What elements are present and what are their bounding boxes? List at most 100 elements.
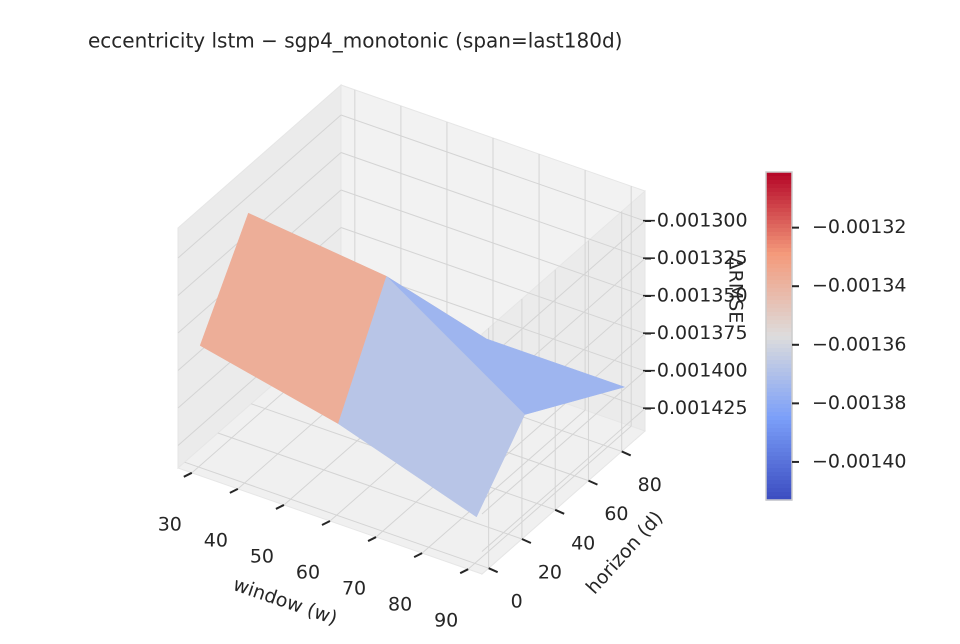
colorbar-cell — [766, 344, 792, 349]
colorbar-cell — [766, 208, 792, 213]
y-tick — [521, 538, 532, 544]
colorbar-cell — [766, 292, 792, 297]
colorbar-cell — [766, 224, 792, 229]
colorbar-cell — [766, 488, 792, 493]
grid-line — [340, 114, 646, 222]
colorbar-cell — [766, 256, 792, 261]
colorbar-cell — [766, 260, 792, 265]
grid-line — [481, 220, 646, 365]
colorbar-cell — [766, 392, 792, 397]
colorbar-cell — [766, 380, 792, 385]
colorbar-cell — [766, 236, 792, 241]
grid-line — [421, 409, 586, 554]
colorbar-cell — [766, 252, 792, 257]
colorbar-cell — [766, 188, 792, 193]
colorbar-cell — [766, 352, 792, 357]
colorbar-tick-label: −0.00134 — [812, 275, 907, 297]
colorbar-cell — [766, 452, 792, 457]
y-tick — [554, 508, 565, 515]
colorbar-cell — [766, 340, 792, 345]
colorbar-cell — [766, 424, 792, 429]
colorbar-cell — [766, 456, 792, 461]
colorbar-cell — [766, 244, 792, 249]
y-tick-label: 60 — [604, 503, 628, 525]
colorbar-cell — [766, 472, 792, 477]
x-tick — [183, 471, 193, 478]
colorbar-cell — [766, 336, 792, 341]
colorbar-cell — [766, 272, 792, 277]
colorbar-cell — [766, 204, 792, 209]
colorbar-cell — [766, 348, 792, 353]
colorbar-cell — [766, 184, 792, 189]
x-tick — [229, 487, 239, 494]
colorbar-cell — [766, 444, 792, 449]
colorbar-cell — [766, 460, 792, 465]
colorbar-cell — [766, 368, 792, 373]
colorbar-cell — [766, 304, 792, 309]
y-tick-label: 80 — [638, 474, 662, 496]
colorbar-cell — [766, 308, 792, 313]
colorbar-cell — [766, 376, 792, 381]
colorbar-cell — [766, 332, 792, 337]
colorbar-tick-label: −0.00140 — [812, 450, 907, 472]
colorbar-cell — [766, 232, 792, 237]
colorbar-cell — [766, 436, 792, 441]
z-tick-label: −0.001425 — [641, 397, 748, 419]
colorbar-cell — [766, 316, 792, 321]
colorbar-cell — [766, 428, 792, 433]
y-tick — [488, 567, 499, 574]
y-tick — [621, 450, 632, 457]
colorbar-cell — [766, 448, 792, 453]
surface-patch — [338, 275, 526, 518]
colorbar-cell — [766, 388, 792, 393]
colorbar-cell — [766, 372, 792, 377]
colorbar-cell — [766, 288, 792, 293]
grid-line — [184, 461, 489, 569]
colorbar-cell — [766, 192, 792, 197]
colorbar-tick-label: −0.00136 — [812, 333, 907, 355]
colorbar-frame — [765, 171, 793, 501]
z-tick-label: −0.001375 — [641, 322, 748, 344]
colorbar-cell — [766, 420, 792, 425]
colorbar-cell — [766, 284, 792, 289]
colorbar-cell — [766, 412, 792, 417]
grid-line — [340, 227, 646, 334]
colorbar-cell — [766, 432, 792, 437]
colorbar-cell — [766, 172, 792, 177]
colorbar-cell — [766, 212, 792, 217]
colorbar-cell — [766, 404, 792, 409]
colorbar-cell — [766, 312, 792, 317]
x-tick-label: 30 — [158, 513, 182, 535]
z-axis-label: ΔRMSE — [725, 257, 747, 324]
colorbar-cell — [766, 396, 792, 401]
chart-title: eccentricity lstm − sgp4_monotonic (span… — [88, 29, 622, 53]
y-tick-label: 0 — [511, 591, 523, 613]
colorbar-cell — [766, 196, 792, 201]
colorbar-cell — [766, 324, 792, 329]
colorbar-cell — [766, 276, 792, 281]
grid-line — [340, 189, 646, 297]
z-tick-label: −0.001400 — [641, 360, 748, 382]
y-tick — [588, 479, 598, 486]
x-tick-label: 60 — [296, 562, 320, 584]
colorbar-cell — [766, 320, 792, 325]
x-tick — [321, 520, 331, 526]
x-tick — [367, 536, 377, 542]
x-tick-label: 50 — [250, 545, 274, 567]
colorbar — [765, 171, 793, 501]
colorbar-cell — [766, 464, 792, 469]
colorbar-cell — [766, 200, 792, 205]
colorbar-cell — [766, 296, 792, 301]
colorbar-cell — [766, 176, 792, 181]
colorbar-cell — [766, 228, 792, 233]
colorbar-cell — [766, 364, 792, 369]
x-tick-label: 80 — [388, 594, 412, 616]
grid-line — [217, 432, 523, 540]
z-tick-label: −0.001350 — [641, 285, 748, 307]
colorbar-cell — [766, 408, 792, 413]
colorbar-tick-label: −0.00132 — [812, 216, 907, 238]
grid-line — [481, 370, 646, 515]
colorbar-cell — [766, 400, 792, 405]
colorbar-cell — [766, 480, 792, 485]
x-tick — [413, 552, 423, 559]
